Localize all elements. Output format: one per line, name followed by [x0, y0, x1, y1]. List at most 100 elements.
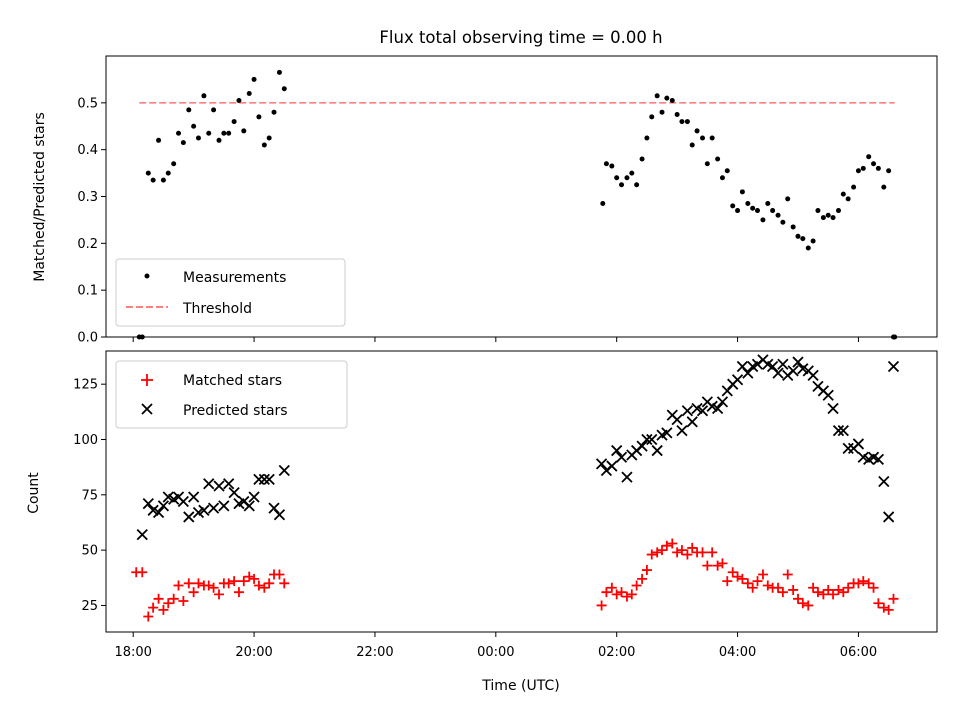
matched-star-point	[646, 549, 657, 560]
measurement-point	[231, 119, 237, 125]
matched-star-point	[193, 578, 204, 589]
predicted-star-point	[772, 367, 784, 379]
matched-star-point	[652, 547, 663, 558]
predicted-star-point	[681, 405, 694, 417]
predicted-star-point	[872, 453, 885, 466]
matched-star-point	[616, 587, 627, 598]
bottom-data-layer	[131, 354, 900, 622]
measurement-point	[659, 109, 665, 115]
matched-star-point	[792, 593, 803, 604]
measurement-point	[614, 175, 620, 181]
measurement-point	[266, 135, 272, 141]
predicted-star-point	[187, 491, 200, 503]
bottom-y-tick-label: 50	[81, 544, 98, 559]
measurement-point	[150, 177, 156, 183]
x-tick-label: 22:00	[356, 645, 393, 660]
matched-star-point	[661, 540, 672, 551]
matched-star-point	[888, 593, 899, 604]
matched-star-point	[702, 560, 713, 571]
measurements-legend-label: Measurements	[183, 270, 286, 286]
matched-star-point	[777, 587, 788, 598]
matched-star-point	[672, 547, 683, 558]
matched-star-point	[178, 596, 189, 607]
matched-star-point	[143, 611, 154, 622]
matched-star-point	[253, 580, 264, 591]
predicted-star-point	[646, 433, 658, 446]
predicted-star-point	[641, 433, 653, 446]
top-y-tick-label: 0.5	[77, 96, 98, 111]
top-y-ticks: 0.0 0.1 0.2 0.3 0.4 0.5	[77, 96, 106, 346]
matched-star-point	[712, 560, 723, 571]
measurement-point	[730, 203, 736, 209]
measurement-point	[600, 201, 606, 207]
predicted-star-point	[248, 491, 260, 503]
measurement-point	[644, 135, 650, 141]
matched-star-point	[742, 578, 753, 589]
predicted-star-point	[243, 500, 255, 512]
matched-star-point	[773, 582, 784, 593]
matched-star-point	[264, 578, 275, 589]
matched-star-point	[788, 584, 799, 595]
bottom-panel: 25 50 75 100 125 18:00 20:00 22:00 00:00 02:00 04…	[26, 350, 938, 694]
predicted-star-point	[228, 486, 240, 499]
top-y-tick-label: 0.3	[77, 190, 98, 205]
predicted-star-point	[157, 500, 170, 512]
measurement-point	[160, 177, 166, 183]
matched-star-point	[238, 576, 249, 587]
x-tick-label: 00:00	[477, 645, 514, 660]
matched-star-point	[244, 571, 255, 582]
matched-star-point	[153, 593, 164, 604]
matched-star-point	[168, 593, 179, 604]
bottom-y-tick-label: 100	[73, 433, 98, 448]
matched-star-point	[657, 545, 668, 556]
predicted-star-point	[223, 478, 235, 490]
measurement-point	[851, 184, 857, 190]
measurement-point	[860, 165, 866, 171]
measurement-point	[820, 215, 826, 221]
measurements-legend-marker	[144, 273, 150, 279]
measurement-point	[815, 208, 821, 214]
matched-star-point	[676, 545, 687, 556]
measurement-point	[845, 196, 851, 202]
measurement-point	[195, 135, 201, 141]
matched-star-point	[732, 571, 743, 582]
predicted-star-point	[207, 502, 220, 514]
x-tick-label: 18:00	[114, 645, 151, 660]
predicted-star-point	[777, 358, 789, 370]
measurement-point	[770, 208, 776, 214]
matched-star-point	[803, 600, 814, 611]
predicted-star-point	[183, 511, 195, 523]
measurement-point	[745, 201, 751, 207]
top-y-axis-label: Matched/Predicted stars	[32, 112, 48, 282]
matched-star-point	[838, 587, 849, 598]
matched-legend-label: Matched stars	[183, 373, 282, 389]
top-y-tick-label: 0.0	[77, 331, 98, 346]
matched-star-point	[863, 578, 874, 589]
matched-star-point	[797, 598, 808, 609]
bottom-y-tick-label: 125	[73, 378, 98, 393]
measurement-point	[700, 135, 706, 141]
top-y-tick-label: 0.4	[77, 143, 98, 158]
measurement-point	[750, 205, 756, 211]
predicted-star-point	[742, 367, 754, 379]
bottom-y-tick-label: 25	[81, 599, 98, 614]
predicted-star-point	[278, 464, 290, 477]
measurement-point	[694, 128, 700, 134]
predicted-star-point	[273, 509, 286, 521]
measurement-point	[810, 238, 816, 244]
measurement-point	[241, 128, 247, 134]
matched-star-point	[878, 602, 889, 613]
measurement-point	[171, 161, 177, 167]
matched-star-point	[163, 598, 174, 609]
measurement-point	[684, 119, 690, 125]
measurement-point	[689, 142, 695, 148]
measurement-point	[619, 182, 625, 188]
matched-star-point	[249, 573, 260, 584]
matched-star-point	[259, 582, 270, 593]
measurement-point	[881, 184, 887, 190]
matched-star-point	[828, 589, 839, 600]
matched-star-point	[757, 569, 768, 580]
matched-star-point	[621, 591, 632, 602]
predicted-star-point	[258, 473, 270, 485]
matched-star-point	[868, 582, 879, 593]
